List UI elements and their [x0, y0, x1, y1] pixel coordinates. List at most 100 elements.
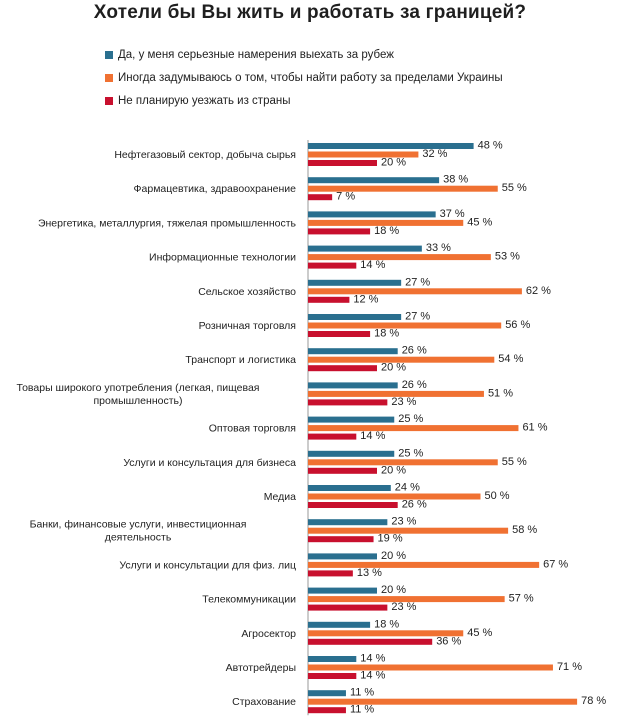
bar-sometimes [308, 322, 502, 329]
data-label: 27 % [405, 276, 430, 288]
data-label: 50 % [485, 490, 510, 502]
bar-serious [308, 553, 377, 560]
bar-not-planning [308, 570, 353, 577]
bar-not-planning [308, 262, 357, 269]
data-label: 54 % [498, 353, 523, 365]
bar-not-planning [308, 433, 357, 440]
data-label: 20 % [381, 584, 406, 596]
bar-serious [308, 416, 395, 423]
data-label: 61 % [522, 422, 547, 434]
data-label: 58 % [512, 524, 537, 536]
data-label: 36 % [436, 635, 461, 647]
bar-serious [308, 690, 346, 697]
legend-swatch-not-planning [105, 97, 113, 105]
category-label: Информационные технологии [149, 252, 296, 264]
data-label: 20 % [381, 362, 406, 374]
data-label: 14 % [360, 430, 385, 442]
data-label: 14 % [360, 653, 385, 665]
data-label: 45 % [467, 627, 492, 639]
bar-sometimes [308, 151, 419, 158]
data-label: 45 % [467, 216, 492, 228]
data-label: 67 % [543, 558, 568, 570]
bar-sometimes [308, 596, 505, 603]
bar-serious [308, 348, 398, 355]
data-label: 25 % [398, 413, 423, 425]
legend-swatch-serious [105, 51, 113, 59]
category-label: Банки, финансовые услуги, инвестиционная [30, 519, 247, 531]
bar-serious [308, 382, 398, 389]
bar-not-planning [308, 502, 398, 508]
category-label: деятельность [105, 532, 172, 544]
legend-label-serious: Да, у меня серьезные намерения выехать з… [118, 49, 394, 61]
category-label: Телекоммуникации [202, 594, 296, 606]
category-label: Транспорт и логистика [185, 354, 296, 366]
data-label: 26 % [402, 499, 427, 511]
data-label: 62 % [526, 285, 551, 297]
data-label: 48 % [478, 140, 503, 152]
bar-serious [308, 519, 388, 526]
bar-not-planning [308, 604, 388, 611]
bar-not-planning [308, 673, 357, 679]
data-label: 13 % [357, 567, 382, 579]
bar-sometimes [308, 356, 495, 363]
category-label: Сельское хозяйство [198, 286, 296, 298]
data-label: 18 % [374, 328, 399, 340]
data-label: 33 % [426, 242, 451, 254]
bar-sometimes [308, 390, 484, 397]
bar-serious [308, 656, 357, 662]
bar-sometimes [308, 698, 578, 705]
data-label: 71 % [557, 661, 582, 673]
data-label: 55 % [502, 456, 527, 468]
category-label: Автотрейдеры [226, 662, 296, 674]
data-label: 26 % [402, 345, 427, 357]
data-label: 78 % [581, 695, 606, 707]
data-label: 55 % [502, 182, 527, 194]
bar-sometimes [308, 254, 491, 261]
bar-serious [308, 177, 440, 184]
data-label: 26 % [402, 379, 427, 391]
data-label: 18 % [374, 225, 399, 237]
bar-not-planning [308, 365, 377, 372]
bar-sometimes [308, 493, 481, 500]
bar-sometimes [308, 288, 522, 295]
category-label: Товары широкого употребления (легкая, пи… [17, 382, 260, 394]
bar-not-planning [308, 707, 346, 714]
bar-not-planning [308, 194, 333, 201]
category-label: промышленность) [94, 395, 183, 407]
bar-not-planning [308, 296, 350, 303]
data-label: 24 % [395, 482, 420, 494]
data-label: 18 % [374, 618, 399, 630]
data-label: 19 % [378, 533, 403, 545]
bar-sometimes [308, 459, 498, 466]
data-label: 20 % [381, 550, 406, 562]
data-label: 23 % [391, 601, 416, 613]
bar-sometimes [308, 185, 498, 192]
bar-not-planning [308, 638, 433, 645]
category-label: Услуги и консультация для бизнеса [123, 457, 296, 469]
data-label: 11 % [350, 704, 374, 716]
bar-not-planning [308, 536, 374, 543]
data-label: 32 % [422, 148, 447, 160]
bar-serious [308, 143, 474, 149]
category-label: Страхование [232, 696, 296, 708]
bar-not-planning [308, 467, 377, 474]
legend-label-sometimes: Иногда задумываюсь о том, чтобы найти ра… [118, 72, 503, 84]
category-label: Услуги и консультации для физ. лиц [119, 559, 296, 571]
bar-serious [308, 279, 402, 286]
bar-sometimes [308, 561, 540, 568]
category-label: Медиа [264, 491, 296, 503]
bar-serious [308, 621, 371, 628]
category-label: Нефтегазовый сектор, добыча сырья [114, 149, 296, 161]
category-label: Агросектор [241, 628, 296, 640]
chart-title: Хотели бы Вы жить и работать за границей… [93, 2, 527, 23]
data-label: 14 % [360, 259, 385, 271]
bar-not-planning [308, 399, 388, 406]
bar-sometimes [308, 425, 519, 432]
category-label: Оптовая торговля [209, 423, 296, 435]
data-label: 7 % [336, 191, 355, 203]
data-label: 38 % [443, 174, 468, 186]
data-label: 12 % [353, 293, 378, 305]
data-label: 23 % [391, 516, 416, 528]
data-label: 57 % [509, 593, 534, 605]
